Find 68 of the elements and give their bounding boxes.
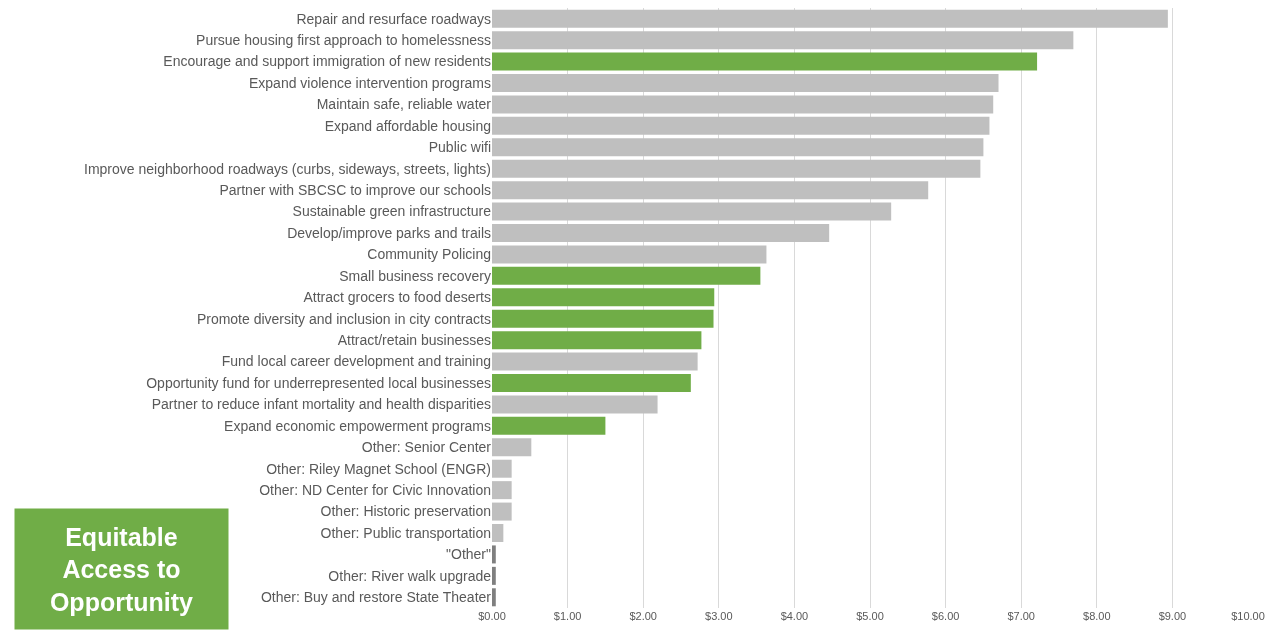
y-tick-label: Public wifi (428, 139, 491, 156)
y-tick-label: Other: River walk upgrade (328, 567, 492, 584)
y-tick-label: Other: Riley Magnet School (ENGR) (266, 460, 491, 477)
x-tick-label: $1.00 (553, 610, 582, 622)
y-tick-label: Attract/retain businesses (337, 332, 491, 349)
bar (492, 266, 761, 285)
bar (492, 309, 714, 328)
y-tick-label: Other: Public transportation (320, 524, 491, 541)
y-tick-label: Attract grocers to food deserts (303, 289, 491, 306)
bar (492, 245, 767, 264)
bar (492, 566, 496, 585)
bar (492, 352, 698, 371)
bar (492, 95, 994, 114)
bar (492, 374, 691, 392)
bar (492, 545, 496, 564)
bar (492, 416, 606, 435)
bar (492, 395, 658, 414)
x-tick-label: $3.00 (705, 610, 733, 622)
x-tick-label: $2.00 (629, 610, 657, 622)
y-tick-label: Pursue housing first approach to homelessness (196, 32, 491, 49)
y-tick-label: Other: Buy and restore State Theater (260, 589, 492, 606)
bar (492, 181, 929, 200)
bar (492, 9, 1168, 28)
bar (492, 116, 990, 135)
bar (492, 288, 715, 307)
y-tick-label: Maintain safe, reliable water (316, 96, 492, 113)
x-tick-label: $0.00 (478, 610, 506, 622)
bar (492, 459, 512, 478)
y-tick-label: Expand violence intervention programs (248, 74, 491, 91)
x-tick-label: $9.00 (1158, 610, 1187, 622)
y-tick-label: Other: Historic preservation (320, 503, 491, 520)
y-tick-label: Encourage and support immigration of new residents (163, 53, 491, 70)
y-tick-label: Fund local career development and training (221, 353, 491, 370)
y-tick-label: Partner with SBCSC to improve our schools (219, 182, 491, 199)
y-tick-label: Improve neighborhood roadways (curbs, sideways, streets, lights) (84, 160, 491, 177)
y-tick-label: Small business recovery (339, 267, 491, 284)
x-tick-label: $10.00 (1231, 610, 1265, 622)
y-tick-label: Expand affordable housing (324, 117, 491, 134)
text: Equitable Access to Opportunity (49, 522, 194, 616)
bar (492, 224, 830, 242)
bar (492, 202, 892, 221)
y-tick-label: Partner to reduce infant mortality and health disparities (151, 396, 491, 413)
y-tick-label: Other: ND Center for Civic Innovation (259, 482, 491, 499)
bar (492, 502, 512, 521)
x-tick-label: $8.00 (1083, 610, 1111, 622)
y-tick-label: "Other" (446, 546, 492, 563)
bar (492, 138, 984, 157)
y-tick-label: Opportunity fund for underrepresented local businesses (146, 374, 491, 391)
bar (492, 74, 999, 92)
bar (492, 52, 1038, 71)
x-tick-label: $6.00 (931, 610, 960, 622)
x-tick-label: $7.00 (1007, 610, 1035, 622)
bar (492, 588, 496, 607)
bar (492, 524, 504, 542)
y-tick-label: Repair and resurface roadways (296, 10, 491, 27)
y-tick-label: Develop/improve parks and trails (287, 224, 491, 241)
y-tick-label: Sustainable green infrastructure (292, 203, 492, 220)
y-tick-label: Promote diversity and inclusion in city contracts (196, 310, 491, 327)
y-tick-label: Other: Senior Center (361, 439, 492, 456)
bar (492, 438, 532, 457)
x-tick-label: $5.00 (856, 610, 884, 622)
bar (492, 331, 702, 350)
bar (492, 159, 981, 178)
y-tick-label: Community Policing (367, 246, 491, 263)
y-tick-label: Expand economic empowerment programs (224, 417, 491, 434)
x-tick-label: $4.00 (780, 610, 809, 622)
bar (492, 481, 512, 500)
bar (492, 31, 1074, 50)
